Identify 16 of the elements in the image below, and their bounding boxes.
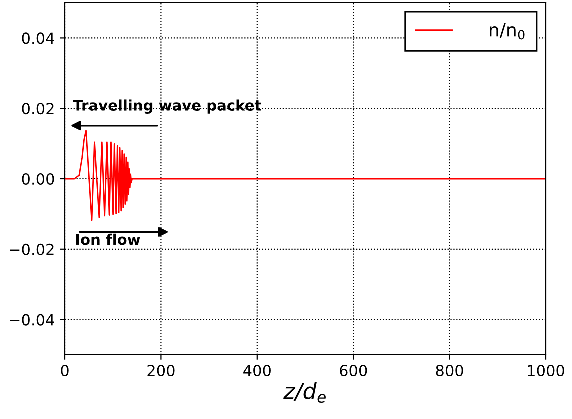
line-series	[65, 130, 546, 222]
y-tick-label: −0.04	[10, 314, 54, 326]
x-tick-label: 0	[61, 364, 69, 377]
x-tick-label: 400	[244, 364, 271, 377]
x-tick-label: 1000	[528, 364, 564, 377]
annotation: Travelling wave packet	[73, 100, 262, 114]
y-tick-label: −0.02	[10, 244, 54, 256]
x-tick-label: 600	[340, 364, 368, 377]
legend-label: n/n$_{0}$	[490, 23, 525, 40]
y-tick-label: 0.00	[22, 173, 54, 186]
x-tick-label: 800	[436, 364, 464, 377]
annotation: Ion flow	[76, 234, 140, 246]
x-axis-title: z/d$_{e}$	[284, 382, 326, 404]
x-tick-label: 200	[148, 364, 175, 377]
y-tick-label: 0.04	[22, 32, 54, 44]
y-tick-label: 0.02	[22, 103, 54, 115]
